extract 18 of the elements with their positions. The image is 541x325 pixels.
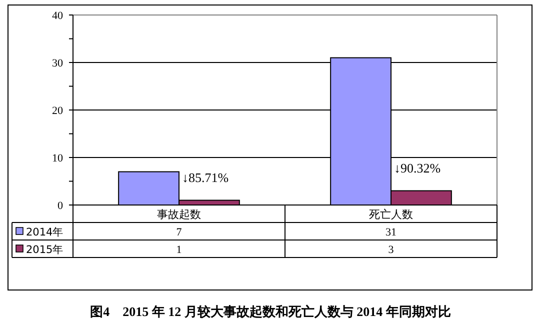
y-tick-label: 30 (52, 58, 64, 70)
text: 图4 2015 年 12 月较大事故起数和死亡人数与 2014 年同期对比 (90, 304, 451, 319)
data-label: 7 (176, 226, 182, 238)
data-label: 1 (176, 244, 182, 256)
data-label: 31 (386, 226, 396, 238)
legend: 2015年 (16, 244, 64, 256)
y-tick-label: 0 (58, 200, 64, 212)
y-tick-label: 20 (52, 105, 64, 117)
x-tick-label: 事故起数 (157, 208, 201, 221)
annotation: ↓85.71% (182, 170, 229, 185)
y-tick-label: 40 (52, 10, 64, 22)
x-tick-label: 死亡人数 (369, 208, 413, 221)
data-label: 3 (388, 244, 394, 256)
y-tick-label: 10 (52, 152, 64, 164)
annotation: ↓90.32% (394, 160, 441, 176)
legend: 2014年 (16, 226, 64, 238)
legend-label: 2015年 (26, 244, 64, 256)
legend-label: 2014年 (26, 226, 64, 238)
